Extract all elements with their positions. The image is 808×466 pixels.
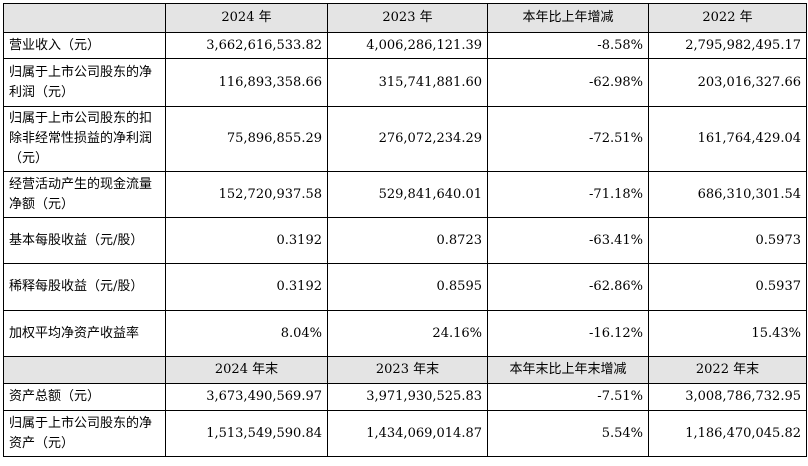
row-label: 归属于上市公司股东的净资产（元） bbox=[3, 410, 166, 457]
row-label: 经营活动产生的现金流量净额（元） bbox=[3, 171, 166, 218]
row-label: 资产总额（元） bbox=[3, 383, 166, 411]
header-row: 2024 年 2023 年 本年比上年增减 2022 年 bbox=[3, 3, 807, 33]
table-row: 营业收入（元） 3,662,616,533.82 4,006,286,121.3… bbox=[3, 32, 807, 59]
header-change: 本年比上年增减 bbox=[487, 3, 649, 33]
row-label: 稀释每股收益（元/股） bbox=[3, 263, 166, 311]
cell-value: 0.3192 bbox=[165, 263, 328, 311]
cell-value: 203,016,327.66 bbox=[648, 58, 807, 107]
cell-value: 3,662,616,533.82 bbox=[165, 32, 328, 59]
cell-value: 75,896,855.29 bbox=[165, 106, 328, 172]
cell-value: 529,841,640.01 bbox=[327, 171, 488, 218]
cell-value: 0.8595 bbox=[327, 263, 488, 311]
cell-value: 0.5937 bbox=[648, 263, 807, 311]
cell-value: -71.18% bbox=[487, 171, 649, 218]
row-label: 营业收入（元） bbox=[3, 32, 166, 59]
table-row: 经营活动产生的现金流量净额（元） 152,720,937.58 529,841,… bbox=[3, 171, 807, 218]
cell-value: 1,513,549,590.84 bbox=[165, 410, 328, 457]
row-label: 基本每股收益（元/股） bbox=[3, 217, 166, 264]
row-label: 归属于上市公司股东的净利润（元） bbox=[3, 58, 166, 107]
cell-value: 24.16% bbox=[327, 310, 488, 357]
table-row: 基本每股收益（元/股） 0.3192 0.8723 -63.41% 0.5973 bbox=[3, 217, 807, 264]
cell-value: 315,741,881.60 bbox=[327, 58, 488, 107]
cell-value: 152,720,937.58 bbox=[165, 171, 328, 218]
cell-value: -63.41% bbox=[487, 217, 649, 264]
table-row: 归属于上市公司股东的净利润（元） 116,893,358.66 315,741,… bbox=[3, 58, 807, 107]
cell-value: 15.43% bbox=[648, 310, 807, 357]
header-2023: 2023 年 bbox=[327, 3, 488, 33]
cell-value: 276,072,234.29 bbox=[327, 106, 488, 172]
table-row: 归属于上市公司股东的扣除非经常性损益的净利润（元） 75,896,855.29 … bbox=[3, 106, 807, 172]
cell-value: -7.51% bbox=[487, 383, 649, 411]
cell-value: -8.58% bbox=[487, 32, 649, 59]
cell-value: 0.5973 bbox=[648, 217, 807, 264]
header-2022-end: 2022 年末 bbox=[648, 356, 807, 384]
cell-value: 3,673,490,569.97 bbox=[165, 383, 328, 411]
table-row: 加权平均净资产收益率 8.04% 24.16% -16.12% 15.43% bbox=[3, 310, 807, 357]
cell-value: 3,971,930,525.83 bbox=[327, 383, 488, 411]
header-2024: 2024 年 bbox=[165, 3, 328, 33]
cell-value: 5.54% bbox=[487, 410, 649, 457]
cell-value: -72.51% bbox=[487, 106, 649, 172]
cell-value: 4,006,286,121.39 bbox=[327, 32, 488, 59]
cell-value: 0.3192 bbox=[165, 217, 328, 264]
header-change-end: 本年末比上年末增减 bbox=[487, 356, 649, 384]
header-2022: 2022 年 bbox=[648, 3, 807, 33]
header-row-period-end: 2024 年末 2023 年末 本年末比上年末增减 2022 年末 bbox=[3, 356, 807, 384]
cell-value: -62.86% bbox=[487, 263, 649, 311]
cell-value: 1,434,069,014.87 bbox=[327, 410, 488, 457]
financial-summary-table: 2024 年 2023 年 本年比上年增减 2022 年 营业收入（元） 3,6… bbox=[3, 3, 807, 457]
header-2024-end: 2024 年末 bbox=[165, 356, 328, 384]
header-2023-end: 2023 年末 bbox=[327, 356, 488, 384]
cell-value: 2,795,982,495.17 bbox=[648, 32, 807, 59]
row-label: 加权平均净资产收益率 bbox=[3, 310, 166, 357]
table-row: 稀释每股收益（元/股） 0.3192 0.8595 -62.86% 0.5937 bbox=[3, 263, 807, 311]
cell-value: 0.8723 bbox=[327, 217, 488, 264]
cell-value: 161,764,429.04 bbox=[648, 106, 807, 172]
cell-value: -16.12% bbox=[487, 310, 649, 357]
cell-value: 116,893,358.66 bbox=[165, 58, 328, 107]
table-row: 归属于上市公司股东的净资产（元） 1,513,549,590.84 1,434,… bbox=[3, 410, 807, 457]
row-label: 归属于上市公司股东的扣除非经常性损益的净利润（元） bbox=[3, 106, 166, 172]
cell-value: 686,310,301.54 bbox=[648, 171, 807, 218]
table-row: 资产总额（元） 3,673,490,569.97 3,971,930,525.8… bbox=[3, 383, 807, 411]
cell-value: 1,186,470,045.82 bbox=[648, 410, 807, 457]
cell-value: -62.98% bbox=[487, 58, 649, 107]
header-corner bbox=[3, 356, 166, 384]
cell-value: 3,008,786,732.95 bbox=[648, 383, 807, 411]
header-corner bbox=[3, 3, 166, 33]
cell-value: 8.04% bbox=[165, 310, 328, 357]
